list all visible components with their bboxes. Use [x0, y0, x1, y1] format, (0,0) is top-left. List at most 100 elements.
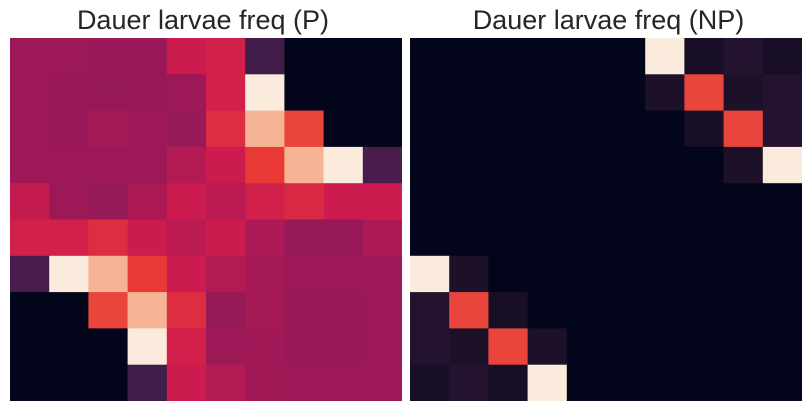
heatmap-cell-0-9-3 — [127, 364, 168, 401]
heatmap-cell-0-0-3 — [127, 38, 168, 75]
heatmap-cell-0-3-6 — [245, 146, 285, 184]
heatmap-cell-1-6-0 — [410, 255, 450, 293]
heatmap-cell-1-1-0 — [410, 74, 450, 112]
heatmap-cell-1-6-2 — [488, 255, 529, 293]
heatmap-cell-1-8-0 — [410, 328, 450, 366]
heatmap-cell-0-3-2 — [88, 146, 129, 184]
heatmap-cell-0-6-8 — [323, 255, 364, 293]
heatmap-cell-1-0-1 — [449, 38, 489, 75]
heatmap-cell-1-1-2 — [488, 74, 529, 112]
heatmap-cell-1-6-3 — [527, 255, 568, 293]
heatmap-cell-0-7-2 — [88, 292, 129, 329]
heatmap-cell-0-8-4 — [166, 328, 207, 366]
heatmap-cell-1-6-9 — [762, 255, 802, 293]
heatmap-cell-0-6-6 — [245, 255, 285, 293]
heatmap-cell-1-0-3 — [527, 38, 568, 75]
heatmap-cell-1-0-9 — [762, 38, 802, 75]
heatmap-cell-0-4-4 — [166, 183, 207, 221]
heatmap-cell-0-1-5 — [206, 74, 246, 112]
heatmap-cell-1-1-6 — [645, 74, 685, 112]
heatmap-cell-1-2-5 — [606, 110, 646, 148]
heatmap-np — [410, 38, 802, 401]
heatmap-cell-0-5-2 — [88, 219, 129, 257]
heatmap-cell-0-9-8 — [323, 364, 364, 401]
heatmap-cell-1-1-1 — [449, 74, 489, 112]
heatmap-cell-0-1-6 — [245, 74, 285, 112]
heatmap-cell-0-4-1 — [49, 183, 89, 221]
heatmap-cell-0-1-0 — [10, 74, 50, 112]
heatmap-cell-0-6-0 — [10, 255, 50, 293]
heatmap-cell-0-3-1 — [49, 146, 89, 184]
heatmap-cell-1-1-7 — [684, 74, 725, 112]
heatmap-cell-1-2-8 — [723, 110, 764, 148]
heatmap-cell-0-2-3 — [127, 110, 168, 148]
heatmap-cell-1-3-4 — [566, 146, 607, 184]
heatmap-cell-1-7-0 — [410, 292, 450, 329]
heatmap-cell-0-1-1 — [49, 74, 89, 112]
heatmap-cell-0-2-8 — [323, 110, 364, 148]
heatmap-cell-0-8-8 — [323, 328, 364, 366]
heatmap-cell-1-4-9 — [762, 183, 802, 221]
heatmap-cell-1-3-2 — [488, 146, 529, 184]
heatmap-cell-0-4-0 — [10, 183, 50, 221]
heatmap-cell-1-4-2 — [488, 183, 529, 221]
heatmap-cell-0-4-9 — [362, 183, 402, 221]
heatmap-cell-0-9-5 — [206, 364, 246, 401]
heatmap-cell-0-5-1 — [49, 219, 89, 257]
heatmap-cell-1-2-7 — [684, 110, 725, 148]
heatmap-cell-0-7-8 — [323, 292, 364, 329]
chart-title-np: Dauer larvae freq (NP) — [472, 5, 745, 35]
heatmap-cell-0-1-7 — [284, 74, 325, 112]
heatmap-panel-np: Dauer larvae freq (NP) — [406, 0, 811, 411]
heatmap-cell-1-9-9 — [762, 364, 802, 401]
heatmap-cell-0-0-9 — [362, 38, 402, 75]
heatmap-cell-0-4-3 — [127, 183, 168, 221]
heatmap-cell-0-2-6 — [245, 110, 285, 148]
heatmap-cell-1-7-8 — [723, 292, 764, 329]
heatmap-cell-0-8-3 — [127, 328, 168, 366]
heatmap-cell-1-2-1 — [449, 110, 489, 148]
heatmap-cell-0-7-5 — [206, 292, 246, 329]
heatmap-cell-0-5-4 — [166, 219, 207, 257]
heatmap-cell-0-6-5 — [206, 255, 246, 293]
heatmap-cell-0-9-4 — [166, 364, 207, 401]
heatmap-cell-0-9-0 — [10, 364, 50, 401]
heatmap-cell-0-2-7 — [284, 110, 325, 148]
heatmap-cell-0-0-1 — [49, 38, 89, 75]
heatmap-cell-0-3-8 — [323, 146, 364, 184]
heatmap-cell-0-4-8 — [323, 183, 364, 221]
heatmap-cell-0-5-8 — [323, 219, 364, 257]
heatmap-cell-0-4-7 — [284, 183, 325, 221]
heatmap-cell-1-3-9 — [762, 146, 802, 184]
heatmap-cell-0-3-0 — [10, 146, 50, 184]
heatmap-cell-0-4-6 — [245, 183, 285, 221]
heatmap-cell-1-8-2 — [488, 328, 529, 366]
heatmap-panel-p: Dauer larvae freq (P) — [10, 5, 402, 401]
heatmap-cell-1-2-2 — [488, 110, 529, 148]
heatmap-cell-0-2-9 — [362, 110, 402, 148]
heatmap-cell-1-7-7 — [684, 292, 725, 329]
heatmap-cell-1-6-1 — [449, 255, 489, 293]
heatmap-cell-0-7-0 — [10, 292, 50, 329]
heatmap-cell-0-3-5 — [206, 146, 246, 184]
heatmap-cell-1-7-9 — [762, 292, 802, 329]
heatmap-cell-0-6-3 — [127, 255, 168, 293]
heatmap-cell-1-2-4 — [566, 110, 607, 148]
heatmap-cell-0-6-2 — [88, 255, 129, 293]
heatmap-cell-0-8-2 — [88, 328, 129, 366]
heatmap-cell-1-4-3 — [527, 183, 568, 221]
heatmap-cell-0-8-1 — [49, 328, 89, 366]
heatmap-cell-1-3-0 — [410, 146, 450, 184]
heatmap-cell-0-7-3 — [127, 292, 168, 329]
heatmap-cell-0-8-9 — [362, 328, 402, 366]
heatmap-cell-0-9-1 — [49, 364, 89, 401]
heatmap-cell-1-2-3 — [527, 110, 568, 148]
heatmap-p — [10, 38, 402, 401]
heatmap-cell-0-0-7 — [284, 38, 325, 75]
heatmap-cell-0-1-8 — [323, 74, 364, 112]
heatmap-cell-1-0-8 — [723, 38, 764, 75]
heatmap-cell-0-5-7 — [284, 219, 325, 257]
heatmap-cell-0-6-9 — [362, 255, 402, 293]
heatmap-cell-1-5-7 — [684, 219, 725, 257]
heatmap-cell-1-8-8 — [723, 328, 764, 366]
